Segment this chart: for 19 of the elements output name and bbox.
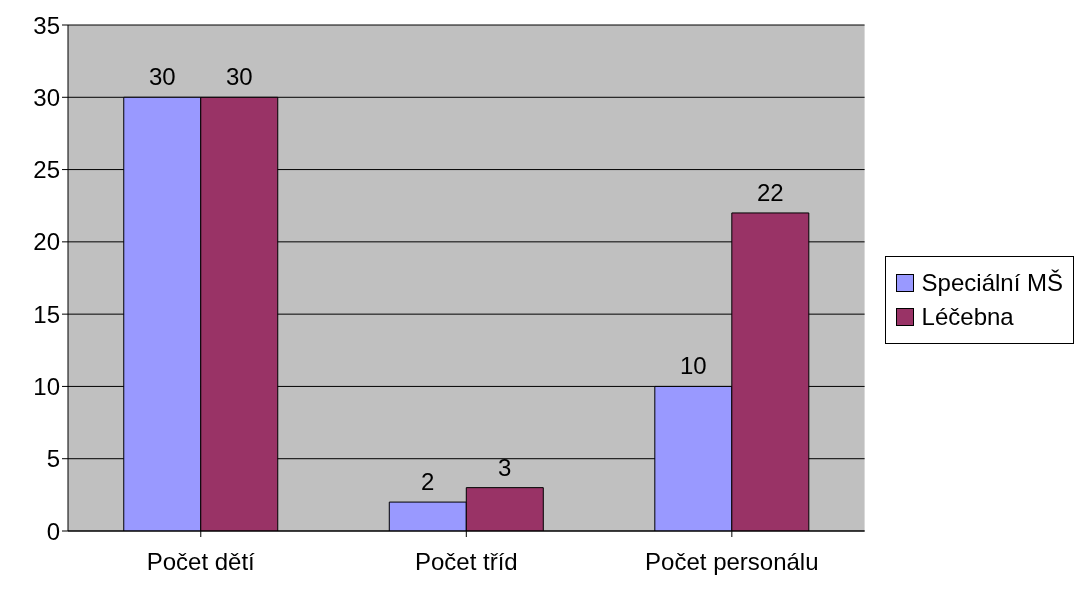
data-label: 10 <box>679 352 707 380</box>
y-tick-label: 0 <box>46 517 60 545</box>
legend-label: Léčebna <box>921 302 1014 331</box>
y-tick-label: 5 <box>46 445 60 473</box>
y-tick-label: 20 <box>33 228 60 256</box>
y-tick-label: 10 <box>33 372 60 400</box>
data-label: 3 <box>498 453 512 481</box>
y-tick-label: 25 <box>33 156 60 184</box>
data-label: 2 <box>421 468 435 496</box>
x-tick-label: Počet tříd <box>414 548 518 576</box>
data-label: 30 <box>225 63 253 91</box>
y-tick-label: 30 <box>33 83 60 111</box>
x-tick-label: Počet personálu <box>645 548 819 576</box>
y-tick-label: 15 <box>33 300 60 328</box>
x-tick-label: Počet dětí <box>146 548 256 576</box>
legend-label: Speciální MŠ <box>921 268 1063 297</box>
data-label: 30 <box>148 63 176 91</box>
data-label: 22 <box>756 178 784 206</box>
y-tick-label: 35 <box>33 11 60 39</box>
